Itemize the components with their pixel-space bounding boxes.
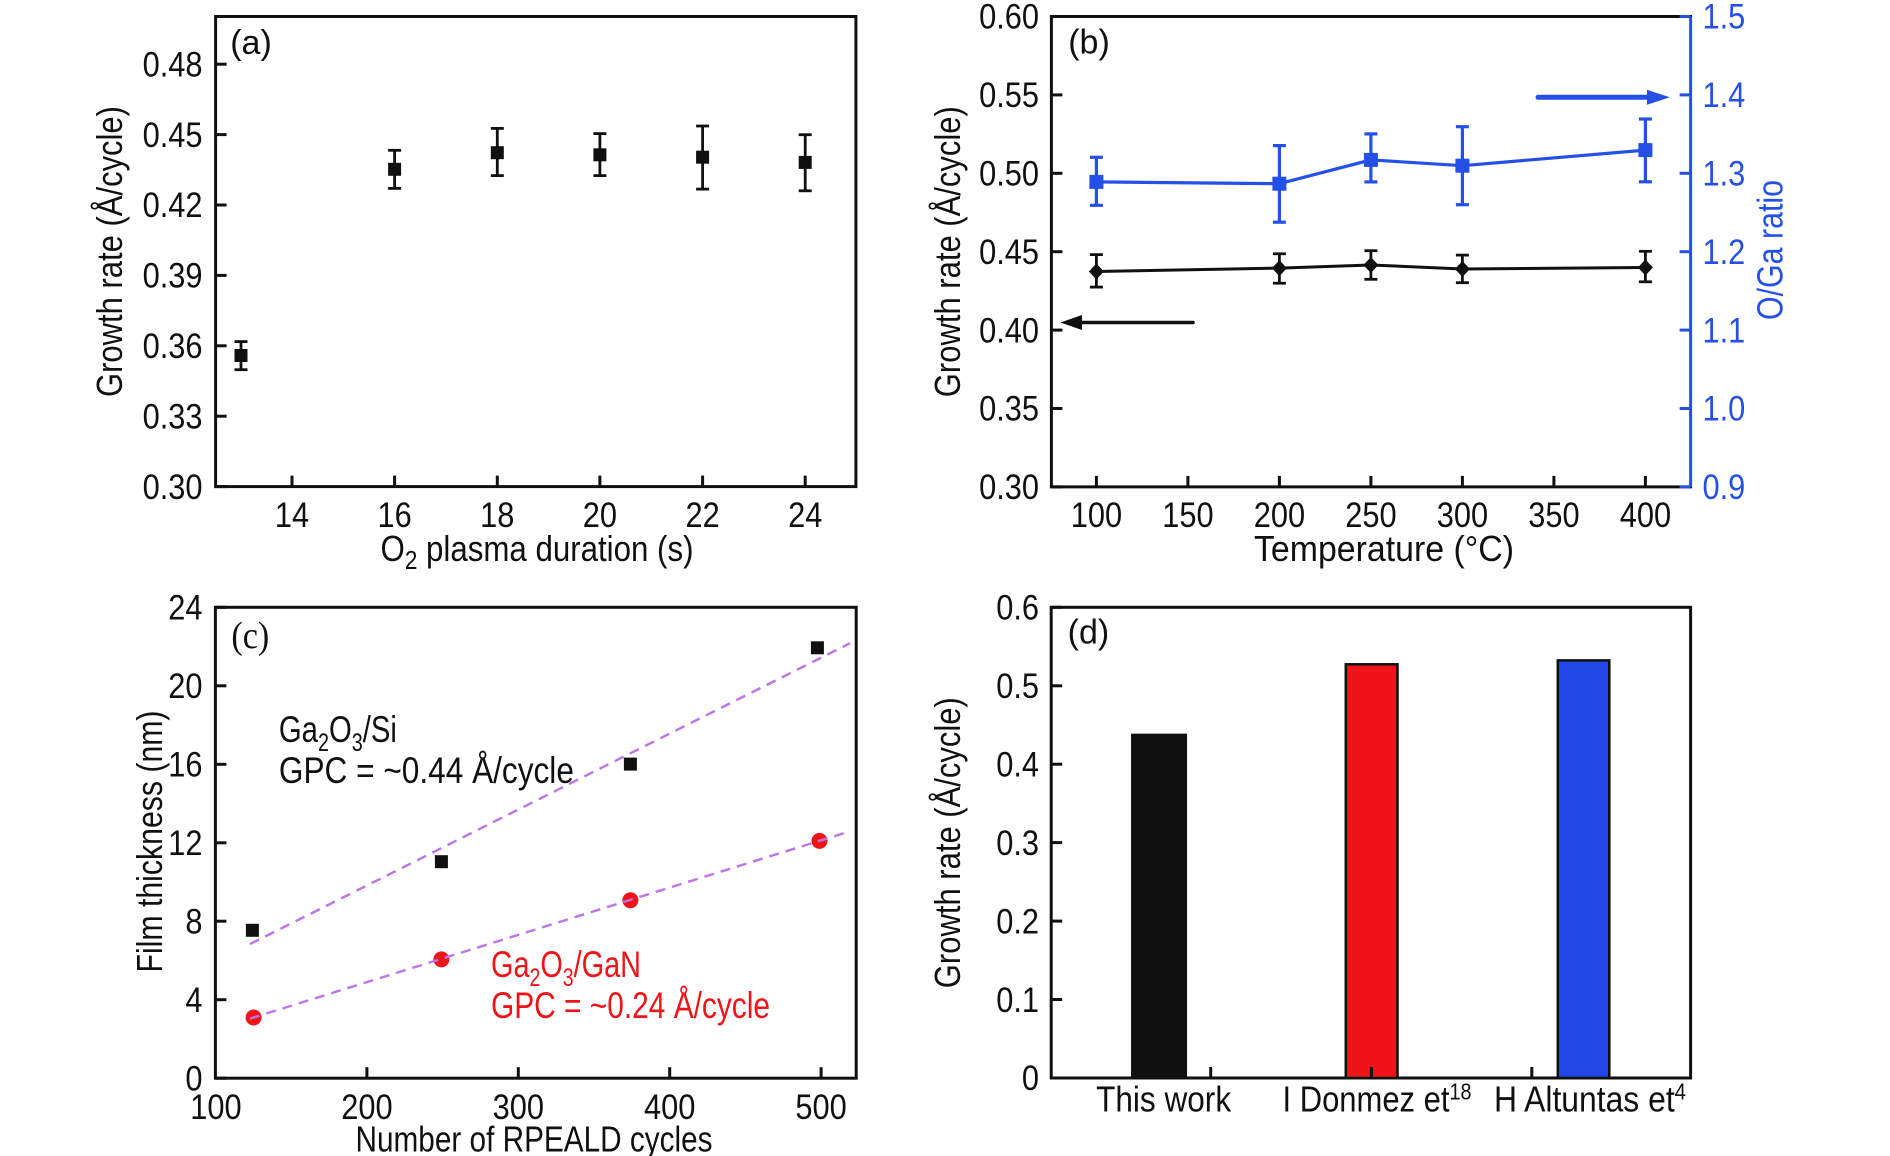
svg-text:GPC = ~0.44 Å/cycle: GPC = ~0.44 Å/cycle xyxy=(279,750,574,791)
svg-text:Growth rate (Å/cycle): Growth rate (Å/cycle) xyxy=(927,106,968,397)
svg-text:0.55: 0.55 xyxy=(979,75,1039,114)
svg-text:0.9: 0.9 xyxy=(1703,467,1746,506)
svg-text:20: 20 xyxy=(168,666,202,705)
svg-text:24: 24 xyxy=(168,588,202,627)
svg-text:Temperature (°C): Temperature (°C) xyxy=(1254,528,1514,569)
svg-text:1.5: 1.5 xyxy=(1703,0,1746,36)
svg-text:500: 500 xyxy=(795,1087,846,1126)
svg-text:0: 0 xyxy=(185,1059,202,1098)
svg-text:0.3: 0.3 xyxy=(996,823,1039,862)
svg-text:250: 250 xyxy=(1345,495,1396,534)
svg-text:0.48: 0.48 xyxy=(143,45,203,84)
svg-text:100: 100 xyxy=(190,1087,241,1126)
svg-text:0.36: 0.36 xyxy=(143,326,203,365)
svg-text:22: 22 xyxy=(685,495,719,534)
svg-text:0.40: 0.40 xyxy=(979,310,1039,349)
svg-text:400: 400 xyxy=(1620,495,1671,534)
svg-text:Ga2O3/Si: Ga2O3/Si xyxy=(279,709,397,757)
svg-text:0.1: 0.1 xyxy=(996,980,1039,1019)
svg-text:300: 300 xyxy=(1437,495,1488,534)
svg-text:0.42: 0.42 xyxy=(143,185,203,224)
svg-text:350: 350 xyxy=(1528,495,1579,534)
svg-text:(b): (b) xyxy=(1068,24,1110,62)
svg-text:8: 8 xyxy=(185,902,202,941)
svg-text:14: 14 xyxy=(275,495,309,534)
svg-text:0.39: 0.39 xyxy=(143,256,203,295)
svg-text:Ga2O3/GaN: Ga2O3/GaN xyxy=(491,944,641,992)
svg-text:0.6: 0.6 xyxy=(996,588,1039,627)
svg-text:0.5: 0.5 xyxy=(996,666,1039,705)
svg-text:0.2: 0.2 xyxy=(996,901,1039,940)
svg-text:1.4: 1.4 xyxy=(1703,75,1746,114)
svg-text:0.30: 0.30 xyxy=(143,467,203,506)
svg-text:18: 18 xyxy=(480,495,514,534)
svg-text:200: 200 xyxy=(1254,495,1305,534)
svg-text:12: 12 xyxy=(168,823,202,862)
svg-text:O/Ga ratio: O/Ga ratio xyxy=(1750,180,1791,320)
svg-text:0: 0 xyxy=(1022,1058,1039,1097)
svg-text:Growth rate (Å/cycle): Growth rate (Å/cycle) xyxy=(927,697,968,988)
svg-text:(c): (c) xyxy=(231,614,269,656)
svg-text:100: 100 xyxy=(1071,495,1122,534)
svg-text:1.3: 1.3 xyxy=(1703,154,1746,193)
svg-text:0.4: 0.4 xyxy=(996,745,1039,784)
svg-text:Growth rate (Å/cycle): Growth rate (Å/cycle) xyxy=(89,106,130,397)
svg-text:This work: This work xyxy=(1096,1079,1232,1120)
svg-text:I Donmez et18: I Donmez et18 xyxy=(1283,1079,1472,1120)
svg-text:H Altuntas et4: H Altuntas et4 xyxy=(1494,1079,1686,1120)
svg-text:150: 150 xyxy=(1162,495,1213,534)
svg-text:4: 4 xyxy=(185,980,202,1019)
svg-text:Film thickness (nm): Film thickness (nm) xyxy=(129,711,170,973)
svg-text:1.2: 1.2 xyxy=(1703,232,1746,271)
svg-text:0.33: 0.33 xyxy=(143,397,203,436)
svg-text:24: 24 xyxy=(788,495,822,534)
svg-text:Number of RPEALD cycles: Number of RPEALD cycles xyxy=(356,1119,713,1156)
svg-text:16: 16 xyxy=(168,745,202,784)
svg-text:(a): (a) xyxy=(230,24,272,62)
svg-text:1.1: 1.1 xyxy=(1703,310,1746,349)
svg-text:0.30: 0.30 xyxy=(979,467,1039,506)
svg-text:GPC = ~0.24 Å/cycle: GPC = ~0.24 Å/cycle xyxy=(491,985,770,1026)
svg-text:0.60: 0.60 xyxy=(979,0,1039,36)
svg-text:0.45: 0.45 xyxy=(143,115,203,154)
svg-text:300: 300 xyxy=(493,1087,544,1126)
svg-text:16: 16 xyxy=(377,495,411,534)
svg-text:0.45: 0.45 xyxy=(979,232,1039,271)
svg-text:0.35: 0.35 xyxy=(979,389,1039,428)
svg-text:1.0: 1.0 xyxy=(1703,389,1746,428)
svg-text:(d): (d) xyxy=(1068,614,1110,652)
svg-text:200: 200 xyxy=(341,1087,392,1126)
svg-text:O2 plasma duration (s): O2 plasma duration (s) xyxy=(381,528,694,575)
svg-text:400: 400 xyxy=(644,1087,695,1126)
svg-text:20: 20 xyxy=(583,495,617,534)
svg-text:0.50: 0.50 xyxy=(979,154,1039,193)
